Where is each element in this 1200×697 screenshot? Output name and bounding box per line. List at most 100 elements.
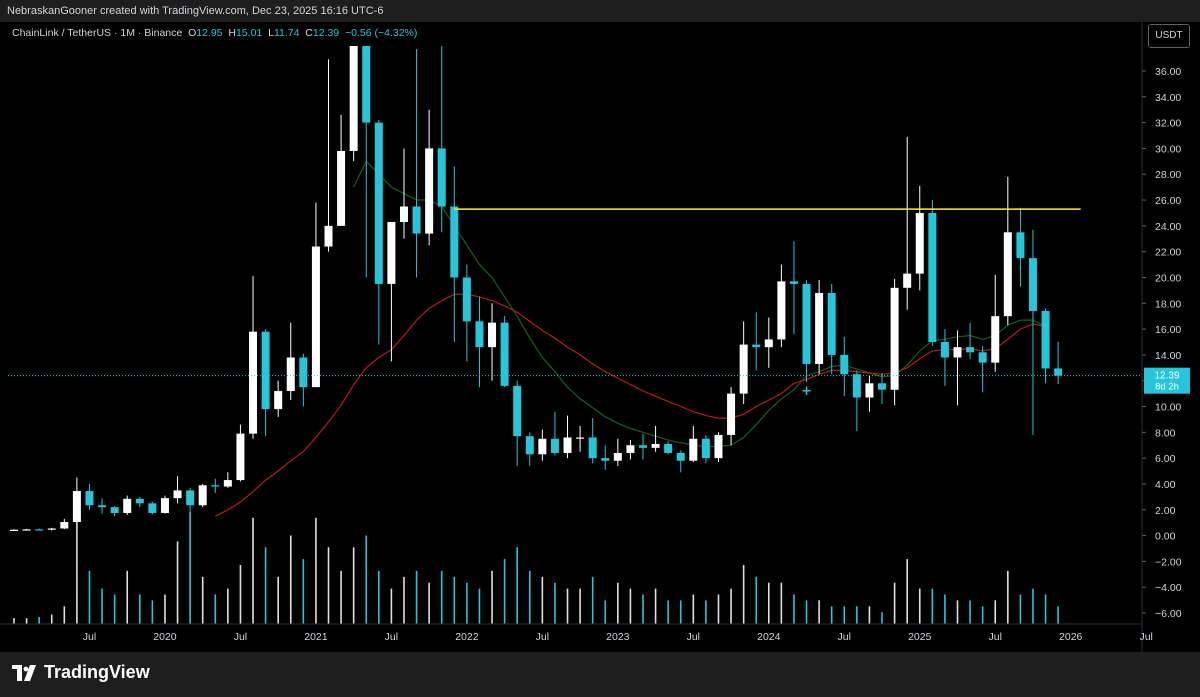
- candle: [727, 387, 736, 446]
- price-tick-label: 6.00: [1155, 453, 1176, 465]
- candle-body: [123, 498, 132, 513]
- candle-body: [236, 433, 245, 481]
- candle-body: [337, 151, 346, 226]
- candle-body: [827, 292, 836, 355]
- legend-open-label: O: [188, 27, 197, 39]
- candle-body: [966, 347, 975, 353]
- candle: [299, 353, 308, 407]
- footer-bar: TradingView: [0, 652, 1200, 697]
- candle: [488, 303, 497, 381]
- chart-frame[interactable]: [0, 22, 1200, 652]
- legend-low: 11.74: [273, 27, 300, 39]
- candle-body: [500, 322, 509, 386]
- candle: [878, 372, 887, 404]
- candle: [928, 200, 937, 346]
- candle: [500, 316, 509, 388]
- attribution-text: NebraskanGooner created with TradingView…: [7, 5, 384, 17]
- candle-body: [10, 529, 18, 531]
- candle: [311, 202, 320, 388]
- legend-low-label: L: [268, 27, 274, 39]
- candle-body: [249, 331, 258, 434]
- candle: [22, 528, 31, 531]
- legend-high-label: H: [228, 27, 236, 39]
- candle: [223, 472, 232, 488]
- candle: [387, 221, 396, 362]
- chart-legend: ChainLink / TetherUS · 1M · Binance O12.…: [12, 27, 417, 39]
- candle-body: [915, 212, 924, 274]
- candle: [35, 528, 44, 531]
- candle: [890, 278, 899, 406]
- price-tick-label: 2.00: [1155, 505, 1176, 517]
- candle: [249, 276, 258, 439]
- tradingview-logo[interactable]: TradingView: [12, 662, 150, 683]
- candle: [588, 418, 597, 464]
- candle-body: [1016, 232, 1025, 259]
- candle: [1016, 207, 1025, 287]
- candle: [110, 505, 119, 517]
- price-tick-label: 34.00: [1155, 92, 1181, 104]
- candle: [1003, 176, 1012, 326]
- candle-body: [399, 206, 408, 222]
- candle-body: [35, 529, 44, 531]
- candle-body: [563, 437, 572, 453]
- candle-body: [374, 122, 383, 284]
- price-tick-label: 28.00: [1155, 169, 1181, 181]
- legend-open: 12.95: [196, 27, 223, 39]
- event-marker: +: [499, 331, 510, 346]
- candle-body: [550, 438, 559, 453]
- price-tick-label: 14.00: [1155, 350, 1181, 362]
- candle-body: [651, 443, 660, 448]
- time-tick-label: 2024: [757, 631, 781, 643]
- legend-symbol: ChainLink / TetherUS · 1M · Binance: [12, 27, 183, 39]
- candle: [47, 527, 56, 531]
- candle-body: [211, 485, 220, 487]
- candle: [160, 495, 169, 514]
- currency-button[interactable]: USDT: [1148, 24, 1190, 48]
- candle-body: [135, 498, 144, 504]
- candle: [940, 329, 949, 386]
- candle: [613, 438, 622, 466]
- candle: [399, 148, 408, 239]
- candle: [286, 322, 295, 401]
- candle: [123, 495, 132, 515]
- candle: [98, 498, 107, 514]
- candle: [349, 46, 358, 162]
- candle: [991, 274, 1000, 372]
- candle: [802, 280, 811, 383]
- candle-body: [840, 354, 849, 375]
- price-tick-label: 36.00: [1155, 66, 1181, 78]
- candle-body: [1028, 258, 1037, 312]
- price-tick-label: 22.00: [1155, 247, 1181, 259]
- price-tick-label: 24.00: [1155, 221, 1181, 233]
- candle: [978, 345, 987, 393]
- candle-body: [311, 246, 320, 388]
- candle-body: [299, 357, 308, 388]
- candle-body: [85, 491, 94, 506]
- candle: [236, 424, 245, 482]
- price-tick-label: 26.00: [1155, 195, 1181, 207]
- candle: [739, 321, 748, 404]
- candle: [261, 329, 270, 437]
- candle-body: [664, 443, 673, 453]
- candle: [437, 46, 446, 233]
- volume-layer: [13, 511, 1059, 624]
- candle-body: [261, 331, 270, 410]
- price-tick-label: 30.00: [1155, 143, 1181, 155]
- time-tick-label: 2020: [153, 631, 177, 643]
- candle-body: [676, 452, 685, 461]
- candle: [324, 59, 333, 252]
- candle-body: [639, 445, 647, 448]
- candle-body: [72, 491, 81, 523]
- candle: [462, 264, 471, 362]
- candle-body: [223, 480, 232, 487]
- candle-body: [789, 281, 798, 284]
- candle-body: [173, 490, 182, 499]
- candle: [412, 49, 421, 278]
- candle: [60, 518, 69, 530]
- price-tick-label: 10.00: [1155, 402, 1181, 414]
- candle: [374, 120, 383, 345]
- candle: [274, 380, 283, 417]
- legend-change: −0.56 (−4.32%): [345, 27, 418, 39]
- candle: [764, 317, 773, 368]
